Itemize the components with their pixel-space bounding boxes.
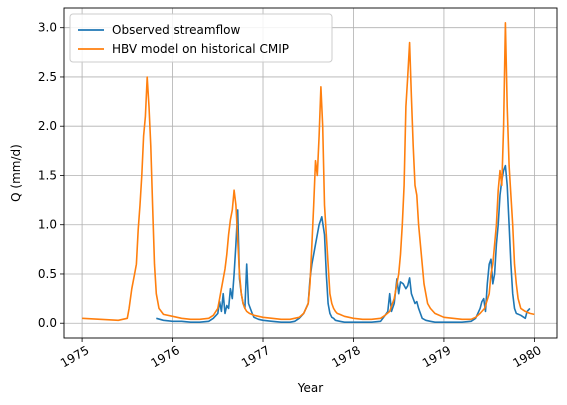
plot-lines [82,22,535,323]
x-tick-label: 1980 [510,343,543,370]
x-axis-ticks: 1975 1976 1977 1978 1979 1980 [58,338,544,370]
legend-entry: HBV model on historical CMIP [112,42,289,56]
x-tick-label: 1978 [329,343,362,370]
series-line-hbv-model [82,22,535,322]
legend: Observed streamflow HBV model on historic… [69,13,333,63]
series-line-observed [156,164,531,323]
y-tick-label: 2.0 [38,119,57,133]
y-tick-label: 1.0 [38,218,57,232]
x-tick-label: 1977 [239,343,272,370]
legend-box [69,13,333,63]
axes-frame [63,7,558,339]
y-tick-label: 0.0 [38,316,57,330]
y-tick-label: 2.5 [38,70,57,84]
x-tick-label: 1975 [58,343,91,370]
x-tick-label: 1979 [420,343,453,370]
x-axis-label: Year [297,381,323,395]
legend-entry: Observed streamflow [112,23,241,37]
y-tick-label: 3.0 [38,21,57,35]
y-axis-ticks: 0.0 0.5 1.0 1.5 2.0 2.5 3.0 [38,21,64,330]
y-tick-label: 1.5 [38,168,57,182]
x-tick-label: 1976 [149,343,182,370]
y-tick-label: 0.5 [38,267,57,281]
y-axis-label: Q (mm/d) [9,144,23,202]
